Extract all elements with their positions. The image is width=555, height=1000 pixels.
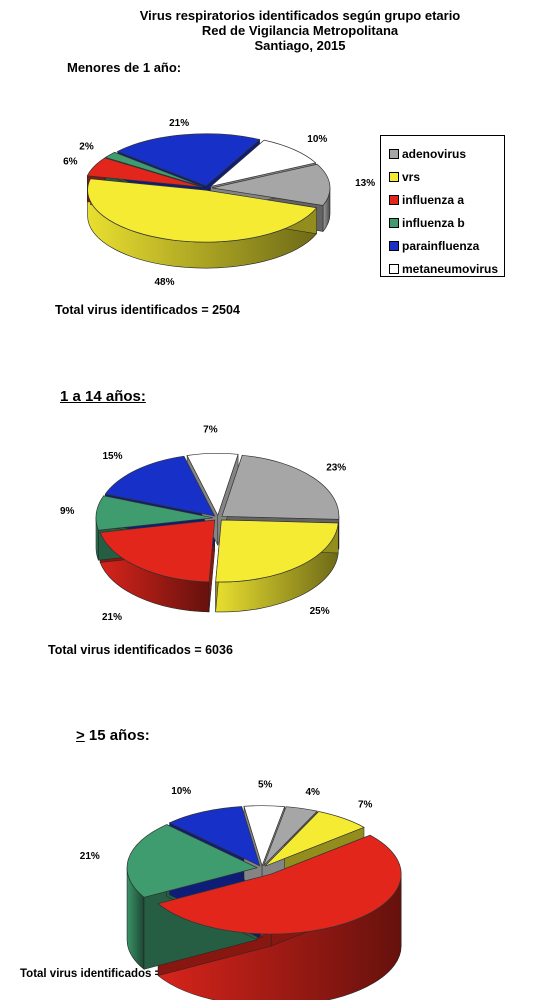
pie-slice-vrs: [87, 178, 318, 243]
pie-slice-parainfluenza: [168, 806, 261, 867]
pct-label-vrs: 7%: [358, 799, 373, 810]
pie-chart-3: 4%7%53%21%10%5%: [80, 779, 402, 1000]
legend-item: influenza a: [381, 188, 504, 211]
legend-item: adenovirus: [381, 142, 504, 165]
pie-slice-influenza-a: [86, 157, 203, 188]
pie-slice-metaneumovirus: [243, 805, 286, 867]
pct-label-influenza-b: 21%: [80, 851, 100, 862]
chart-title-line-3: Santiago, 2015: [254, 38, 346, 53]
legend-item: metaneumovirus: [381, 257, 504, 280]
pct-label-influenza-b: 2%: [79, 141, 94, 152]
legend-label: metaneumovirus: [402, 261, 499, 276]
chart-title-line-1: Virus respiratorios identificados según …: [139, 8, 461, 23]
pie-slice-adenovirus: [263, 806, 318, 867]
total-adults: Total virus identificados = 2339: [20, 968, 191, 980]
legend-swatch: [389, 240, 399, 251]
pct-label-vrs: 48%: [154, 277, 174, 288]
total-infants: Total virus identificados = 2504: [55, 303, 240, 317]
pie-slice-metaneumovirus: [186, 453, 239, 517]
greater-equal-symbol: >: [76, 727, 85, 744]
pie-chart-2: 23% 25% 21% 9% 15% 7%: [60, 425, 346, 624]
section-label-infants: Menores de 1 año:: [67, 60, 182, 75]
pct-label-metaneumovirus: 7%: [203, 425, 218, 436]
pie-slice-vrs: [215, 519, 339, 583]
pie-slice-influenza-b: [104, 151, 204, 187]
pie-slice-parainfluenza: [116, 133, 261, 187]
pct-label-influenza-b: 9%: [60, 506, 75, 517]
pct-label-parainfluenza: 21%: [169, 118, 189, 129]
legend-swatch: [389, 263, 399, 274]
total-children: Total virus identificados = 6036: [48, 643, 233, 657]
pct-label-parainfluenza: 15%: [102, 451, 122, 462]
pie-slice-vrs: [264, 811, 365, 867]
pie-slice-influenza-a: [99, 519, 216, 583]
legend-swatch: [389, 217, 399, 228]
pie-slice-parainfluenza: [104, 455, 216, 517]
section-label-adults-text: 15 años:: [84, 727, 150, 744]
legend-swatch: [389, 148, 399, 159]
pct-label-adenovirus: 13%: [355, 178, 375, 189]
legend-swatch: [389, 171, 399, 182]
pct-label-influenza-a: 21%: [102, 612, 122, 623]
legend-label: vrs: [402, 169, 421, 184]
pie-slice-adenovirus: [211, 163, 331, 206]
chart-legend: adenovirus vrs influenza a influenza b p…: [380, 135, 505, 277]
pct-label-metaneumovirus: 10%: [307, 134, 327, 145]
legend-label: adenovirus: [402, 146, 467, 161]
pct-label-vrs: 25%: [310, 606, 330, 617]
pie-slice-metaneumovirus: [210, 139, 317, 187]
legend-swatch: [389, 194, 399, 205]
section-label-children: 1 a 14 años:: [60, 388, 146, 405]
legend-label: parainfluenza: [402, 238, 480, 253]
pct-label-adenovirus: 23%: [326, 463, 346, 474]
legend-item: influenza b: [381, 211, 504, 234]
pct-label-metaneumovirus: 5%: [258, 779, 273, 790]
pie-chart-1: 13% 48% 6%2% 21% 10%: [63, 118, 375, 288]
pct-label-parainfluenza: 10%: [171, 786, 191, 797]
legend-label: influenza b: [402, 215, 465, 230]
pie-slice-influenza-b: [126, 824, 259, 898]
pie-slice-adenovirus: [221, 454, 340, 520]
pct-label-influenza-a: 6%: [63, 157, 78, 168]
pie-slice-influenza-a: [157, 834, 402, 935]
legend-item: vrs: [381, 165, 504, 188]
pct-label-adenovirus: 4%: [305, 787, 320, 798]
legend-label: influenza a: [402, 192, 465, 207]
chart-title-line-2: Red de Vigilancia Metropolitana: [201, 23, 399, 38]
pie-slice-influenza-b: [95, 495, 214, 531]
legend-item: parainfluenza: [381, 234, 504, 257]
section-label-adults: > 15 años:: [76, 727, 150, 744]
